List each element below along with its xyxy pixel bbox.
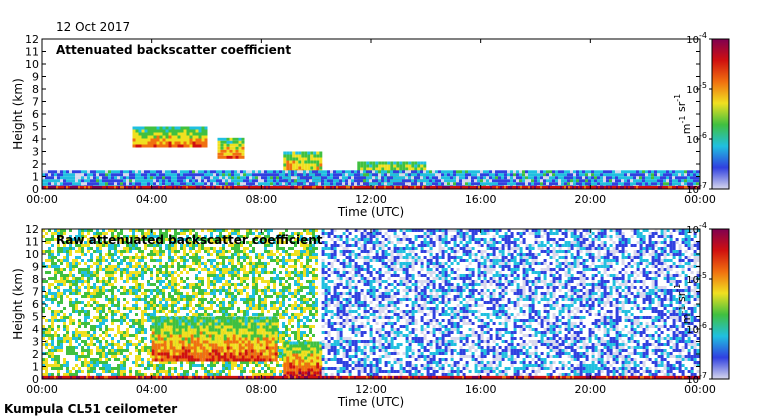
y-tick-label: 3 — [32, 336, 39, 349]
y-tick-label: 11 — [25, 236, 39, 249]
x-tick-label: 08:00 — [245, 193, 277, 206]
y-tick-label: 5 — [32, 121, 39, 134]
x-tick-label: 00:00 — [684, 193, 716, 206]
x-tick-label: 00:00 — [684, 383, 716, 396]
x-tick-label: 00:00 — [26, 383, 58, 396]
colorbar-tick-label: 10-4 — [686, 221, 707, 236]
x-tick-label: 16:00 — [465, 383, 497, 396]
colorbar-unit: m-1 sr-1 — [673, 94, 693, 134]
x-tick-label: 12:00 — [355, 193, 387, 206]
x-tick-label: 04:00 — [136, 383, 168, 396]
y-tick-label: 4 — [32, 133, 39, 146]
surface-layer — [42, 185, 700, 189]
y-axis-label: Height (km) — [11, 268, 25, 339]
colorbar-tick-label: 10-4 — [686, 31, 707, 46]
plot-area — [42, 229, 700, 379]
feature-cloud — [151, 316, 278, 362]
x-tick-label: 00:00 — [26, 193, 58, 206]
x-tick-label: 16:00 — [465, 193, 497, 206]
x-axis-label: Time (UTC) — [337, 395, 404, 409]
colorbar — [711, 228, 730, 380]
y-tick-label: 8 — [32, 83, 39, 96]
x-tick-label: 08:00 — [245, 383, 277, 396]
y-tick-label: 12 — [25, 223, 39, 236]
panel-raw: Raw attenuated backscatter coefficient01… — [11, 221, 730, 409]
date-label: 12 Oct 2017 — [56, 20, 131, 34]
panel-attenuated: Attenuated backscatter coefficient012345… — [11, 31, 730, 219]
y-tick-label: 2 — [32, 348, 39, 361]
y-axis-label: Height (km) — [11, 78, 25, 149]
panel-title: Raw attenuated backscatter coefficient — [56, 233, 323, 247]
y-tick-label: 0 — [32, 183, 39, 196]
feature-cloud — [132, 126, 208, 148]
x-tick-label: 12:00 — [355, 383, 387, 396]
x-axis-label: Time (UTC) — [337, 205, 404, 219]
y-tick-label: 0 — [32, 373, 39, 386]
y-tick-label: 5 — [32, 311, 39, 324]
y-tick-label: 6 — [32, 298, 39, 311]
y-tick-label: 10 — [25, 58, 39, 71]
y-tick-label: 9 — [32, 71, 39, 84]
y-tick-label: 7 — [32, 96, 39, 109]
colorbar-unit: m-1 sr-1 — [673, 284, 693, 324]
feature-cloud — [283, 341, 323, 378]
y-tick-label: 1 — [32, 361, 39, 374]
y-tick-label: 3 — [32, 146, 39, 159]
y-tick-label: 10 — [25, 248, 39, 261]
x-tick-label: 04:00 — [136, 193, 168, 206]
y-tick-label: 4 — [32, 323, 39, 336]
feature-cloud — [217, 137, 245, 159]
y-tick-label: 7 — [32, 286, 39, 299]
surface-layer — [42, 375, 700, 379]
y-tick-label: 1 — [32, 171, 39, 184]
y-tick-label: 8 — [32, 273, 39, 286]
plot-area — [42, 39, 700, 189]
colorbar — [711, 38, 730, 190]
y-tick-label: 12 — [25, 33, 39, 46]
y-tick-label: 6 — [32, 108, 39, 121]
y-tick-label: 9 — [32, 261, 39, 274]
x-tick-label: 20:00 — [574, 193, 606, 206]
panel-title: Attenuated backscatter coefficient — [56, 43, 291, 57]
instrument-label: Kumpula CL51 ceilometer — [4, 402, 178, 416]
y-tick-label: 11 — [25, 46, 39, 59]
x-tick-label: 20:00 — [574, 383, 606, 396]
y-tick-label: 2 — [32, 158, 39, 171]
